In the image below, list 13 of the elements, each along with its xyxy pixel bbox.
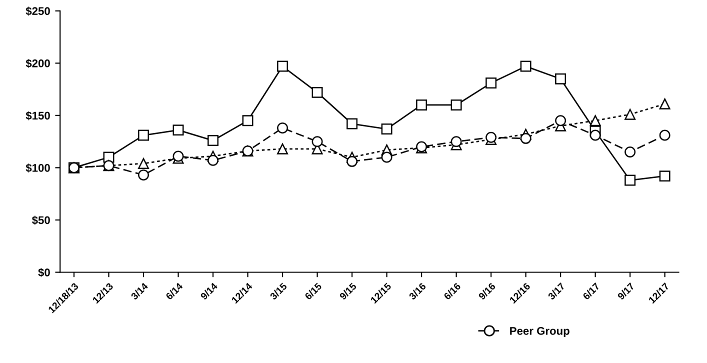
y-tick-label: $50 <box>32 216 50 225</box>
x-tick-label: 9/14 <box>200 282 218 300</box>
y-tick-label: $150 <box>26 111 50 120</box>
x-tick-label: 6/14 <box>165 282 184 300</box>
y-tick-label: $250 <box>26 6 50 16</box>
x-tick-label: 3/14 <box>130 282 149 300</box>
legend-label: Peer Group <box>510 326 570 338</box>
x-tick-label: 9/16 <box>478 282 496 300</box>
x-tick-label: 6/16 <box>443 282 462 300</box>
y-tick-label: $200 <box>26 58 50 68</box>
y-tick-label: $100 <box>26 163 50 173</box>
x-tick-label: 3/16 <box>408 282 426 300</box>
y-tick-label: $0 <box>38 268 50 278</box>
